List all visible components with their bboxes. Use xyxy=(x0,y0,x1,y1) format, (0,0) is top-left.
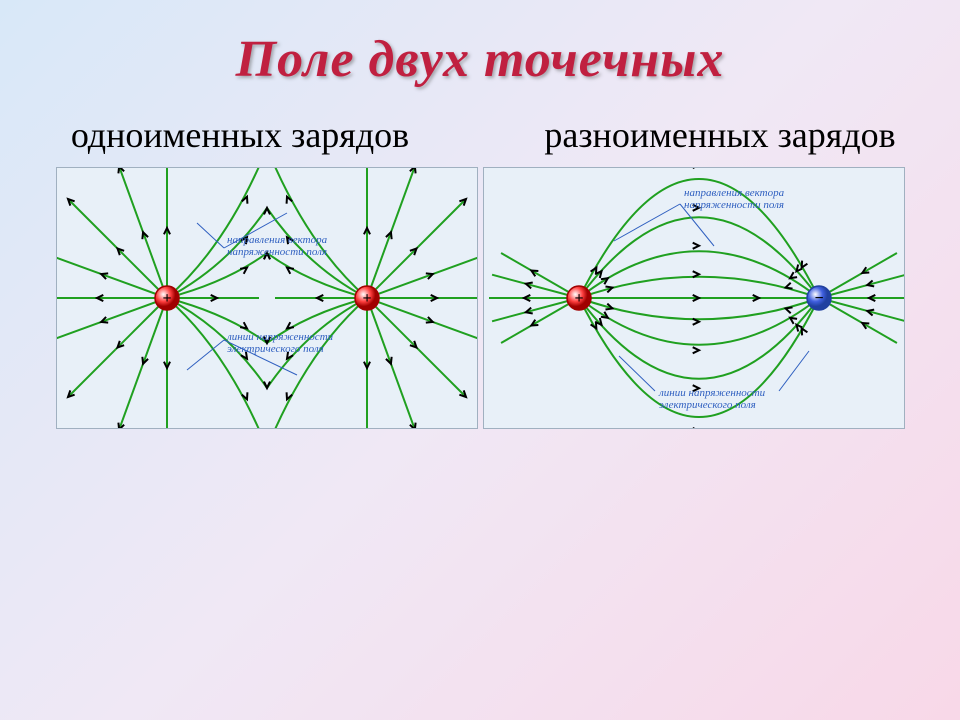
svg-text:+: + xyxy=(162,290,171,307)
right-subtitle: разноименных зарядов xyxy=(504,114,936,157)
diagrams-row: направления векторанапряженности поля лин… xyxy=(0,167,960,429)
svg-text:−: − xyxy=(814,290,823,307)
right-diagram: направления векторанапряженности поля лин… xyxy=(483,167,905,429)
left-subtitle: одноименных зарядов xyxy=(24,114,456,157)
svg-text:линии напряженностиэлектрическ: линии напряженностиэлектрического поля xyxy=(658,387,766,411)
page-title: Поле двух точечных xyxy=(0,0,960,89)
svg-text:+: + xyxy=(362,290,371,307)
subtitles-row: одноименных зарядов разноименных зарядов xyxy=(0,114,960,157)
left-diagram: направления векторанапряженности полялин… xyxy=(56,167,478,429)
svg-text:направления векторанапряженнос: направления векторанапряженности поля xyxy=(684,187,785,211)
svg-text:линии напряженностиэлектрическ: линии напряженностиэлектрического поля xyxy=(226,331,334,355)
svg-text:+: + xyxy=(574,290,583,307)
